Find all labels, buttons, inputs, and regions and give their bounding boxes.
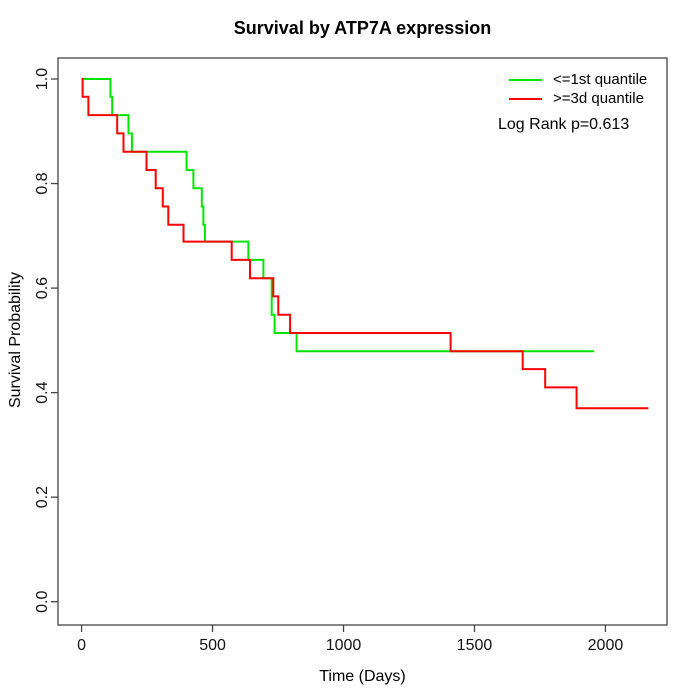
legend-label-first-quantile: <=1st quantile bbox=[553, 71, 648, 88]
log-rank-p-value: Log Rank p=0.613 bbox=[498, 116, 630, 133]
x-tick-label: 0 bbox=[77, 637, 86, 654]
plot-title: Survival by ATP7A expression bbox=[233, 18, 492, 38]
legend: <=1st quantile >=3d quantile bbox=[509, 70, 647, 108]
x-axis-title: Time (Days) bbox=[319, 668, 406, 685]
legend-line-red bbox=[509, 97, 542, 100]
survival-curve-red bbox=[81, 78, 649, 410]
legend-entry-first-quantile: <=1st quantile bbox=[509, 70, 647, 89]
plot-box bbox=[57, 57, 668, 626]
legend-line-green bbox=[509, 78, 542, 81]
y-tick-label: 0.0 bbox=[34, 590, 51, 612]
survival-curve-green bbox=[81, 78, 594, 353]
y-tick-label: 0.8 bbox=[34, 172, 51, 194]
legend-label-third-quantile: >=3d quantile bbox=[553, 90, 644, 107]
y-tick-label: 1.0 bbox=[34, 68, 51, 90]
y-tick-label: 0.2 bbox=[34, 486, 51, 508]
y-tick-label: 0.4 bbox=[34, 381, 51, 403]
x-tick-label: 1500 bbox=[457, 637, 493, 654]
x-tick-label: 1000 bbox=[326, 637, 362, 654]
x-tick-label: 2000 bbox=[588, 637, 624, 654]
x-tick-label: 500 bbox=[199, 637, 226, 654]
y-tick-label: 0.6 bbox=[34, 277, 51, 299]
y-axis-title: Survival Probability bbox=[7, 271, 24, 409]
legend-entry-third-quantile: >=3d quantile bbox=[509, 89, 647, 108]
